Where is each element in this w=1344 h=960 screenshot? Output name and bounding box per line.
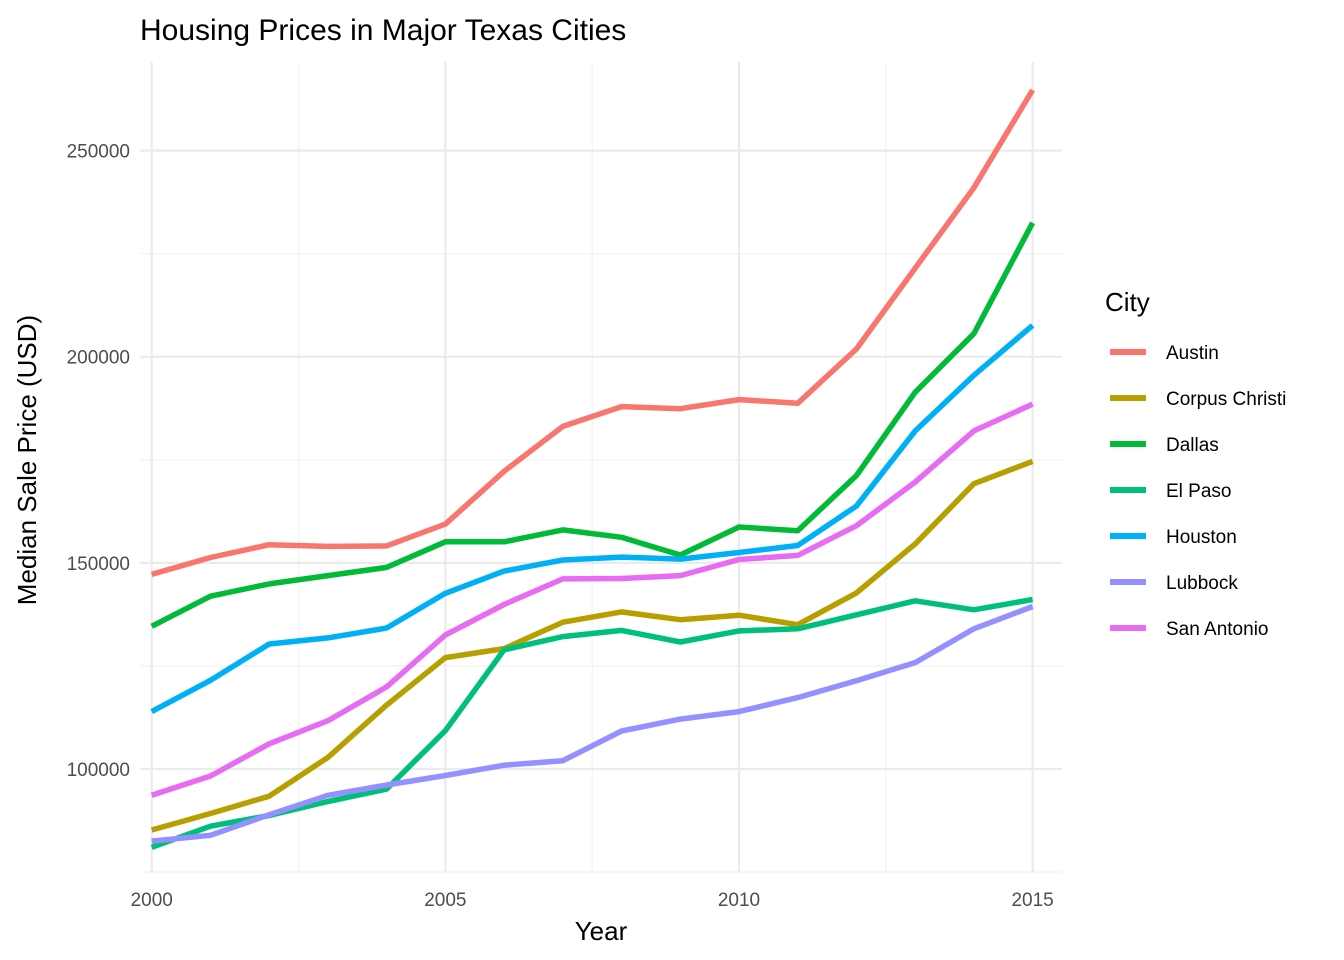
legend-label: Corpus Christi [1166,389,1286,410]
x-tick-label: 2000 [131,890,173,911]
legend-item-san-antonio: San Antonio [1110,619,1268,640]
plot-panel [140,62,1062,873]
legend-item-dallas: Dallas [1110,435,1219,456]
legend-title: City [1105,287,1150,317]
legend-item-houston: Houston [1110,527,1237,548]
series-line-corpus-christi [150,458,1034,833]
legend: City Austin Corpus Christi Dallas El Paso Ho… [1105,287,1286,640]
series-lines [150,88,1036,850]
x-tick-label: 2010 [718,890,760,911]
legend-item-el-paso: El Paso [1110,481,1231,502]
series-line-austin [150,88,1035,578]
legend-label: El Paso [1166,481,1231,502]
y-axis-ticks: 100000 150000 200000 250000 [67,142,130,781]
y-tick-label: 150000 [67,554,130,575]
x-tick-label: 2005 [424,890,466,911]
x-tick-label: 2015 [1011,890,1053,911]
legend-items: Austin Corpus Christi Dallas El Paso Houston… [1110,343,1286,640]
legend-item-lubbock: Lubbock [1110,573,1238,594]
minor-gridlines [140,62,1062,873]
y-tick-label: 250000 [67,142,130,163]
legend-label: San Antonio [1166,619,1268,640]
y-axis-title: Median Sale Price (USD) [12,315,42,605]
legend-label: Lubbock [1166,573,1238,594]
legend-item-corpus-christi: Corpus Christi [1110,389,1286,410]
legend-label: Austin [1166,343,1219,364]
legend-label: Dallas [1166,435,1219,456]
x-axis-ticks: 2000 2005 2010 2015 [131,890,1054,911]
chart-title: Housing Prices in Major Texas Cities [140,14,626,47]
series-line-dallas [150,221,1036,629]
x-axis-title: Year [575,916,628,946]
series-line-san-antonio [150,401,1034,798]
series-line-el-paso [150,596,1034,850]
legend-label: Houston [1166,527,1237,548]
y-tick-label: 100000 [67,760,130,781]
y-tick-label: 200000 [67,348,130,369]
legend-item-austin: Austin [1110,343,1219,364]
series-line-lubbock [151,603,1034,844]
series-line-houston [150,323,1035,715]
major-gridlines [140,62,1062,872]
